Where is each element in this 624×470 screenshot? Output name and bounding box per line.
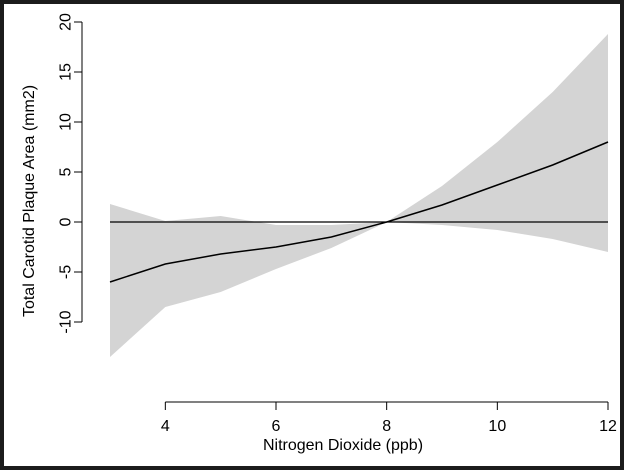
estimate-line: [109, 141, 609, 283]
y-tick-label: 5: [58, 167, 75, 176]
y-tick-label: 15: [58, 63, 75, 81]
chart-svg: 4 6 8 10 12 -10 -5 0 5 10 15 20 Nitrogen Dioxide (p…: [21, 13, 618, 454]
confidence-band-layer: [110, 34, 608, 357]
x-tick-label: 10: [488, 418, 506, 435]
y-axis-label: Total Carotid Plaque Area (mm2): [21, 85, 38, 317]
x-tick-label: 4: [161, 418, 170, 435]
y-tick-label: -10: [58, 310, 75, 333]
y-tick-label: 20: [58, 13, 75, 31]
axes-layer: 4 6 8 10 12 -10 -5 0 5 10 15 20: [58, 13, 618, 435]
estimate-line-layer: [109, 141, 609, 283]
x-tick-label: 8: [382, 418, 391, 435]
y-tick-label: 10: [58, 113, 75, 131]
y-tick-label: 0: [58, 217, 75, 226]
confidence-band: [110, 34, 608, 357]
x-tick-label: 6: [272, 418, 281, 435]
x-axis-label: Nitrogen Dioxide (ppb): [263, 437, 423, 454]
x-tick-label: 12: [599, 418, 617, 435]
y-tick-label: -5: [58, 265, 75, 279]
